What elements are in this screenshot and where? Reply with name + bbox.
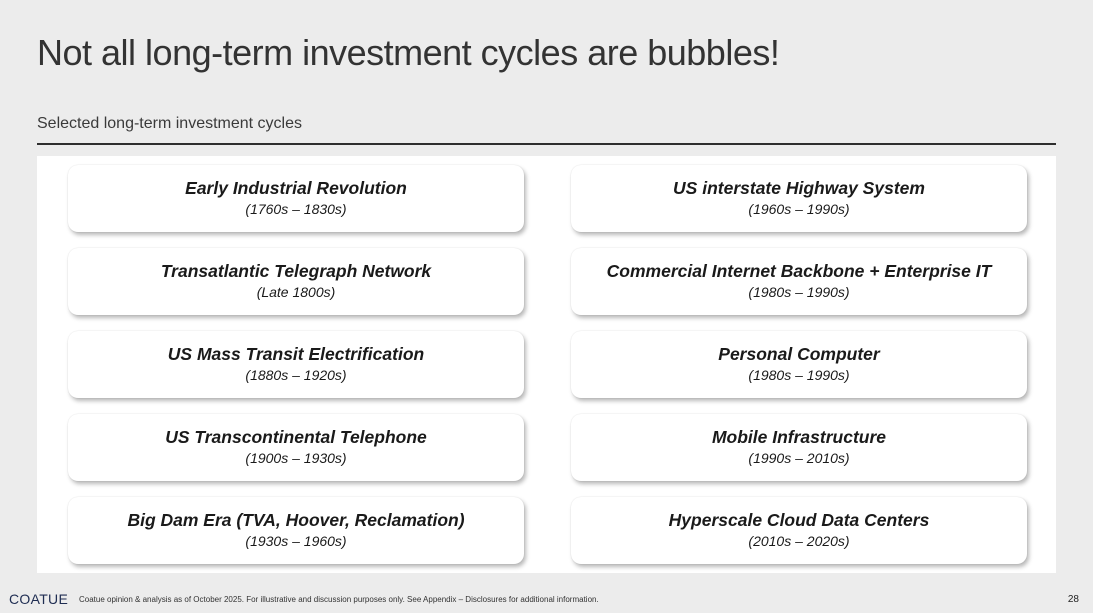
cycle-period: (1930s – 1960s) [245,533,347,549]
cycle-name: Transatlantic Telegraph Network [160,261,432,281]
cycle-period: (1990s – 2010s) [748,450,850,466]
cycle-name: Early Industrial Revolution [185,178,407,198]
cycle-name: Mobile Infrastructure [711,427,887,447]
cycle-card: US interstate Highway System (1960s – 19… [571,165,1027,232]
page-title: Not all long-term investment cycles are … [37,32,780,73]
disclaimer-note: Coatue opinion & analysis as of October … [79,595,599,604]
cycle-period: (Late 1800s) [256,284,336,300]
cycle-name: US Transcontinental Telephone [165,427,427,447]
cycle-name: Big Dam Era (TVA, Hoover, Reclamation) [127,510,465,530]
cycle-card: Big Dam Era (TVA, Hoover, Reclamation) (… [68,497,524,564]
page-number: 28 [1067,594,1079,605]
cycle-period: (2010s – 2020s) [748,533,850,549]
cycle-card: US Mass Transit Electrification (1880s –… [68,331,524,398]
cycle-card: Transatlantic Telegraph Network (Late 18… [68,248,524,315]
section-subtitle: Selected long-term investment cycles [37,115,302,132]
cycle-name: US interstate Highway System [673,178,925,198]
cycle-name: Hyperscale Cloud Data Centers [668,510,930,530]
cycles-panel: Early Industrial Revolution (1760s – 183… [37,156,1056,573]
cycle-card: Mobile Infrastructure (1990s – 2010s) [571,414,1027,481]
cycle-period: (1980s – 1990s) [748,284,850,300]
cycle-name: Personal Computer [718,344,880,364]
cycle-period: (1880s – 1920s) [245,367,347,383]
divider-line [37,143,1056,145]
cycle-card: Commercial Internet Backbone + Enterpris… [571,248,1027,315]
company-logo: COATUE [9,591,69,607]
cycle-card: Hyperscale Cloud Data Centers (2010s – 2… [571,497,1027,564]
cycle-period: (1900s – 1930s) [245,450,347,466]
cycle-card: Early Industrial Revolution (1760s – 183… [68,165,524,232]
cycle-card: Personal Computer (1980s – 1990s) [571,331,1027,398]
cycle-name: Commercial Internet Backbone + Enterpris… [606,261,992,281]
cycle-period: (1960s – 1990s) [748,201,850,217]
cycle-period: (1760s – 1830s) [245,201,347,217]
cycle-period: (1980s – 1990s) [748,367,850,383]
cycle-card: US Transcontinental Telephone (1900s – 1… [68,414,524,481]
cycle-name: US Mass Transit Electrification [167,344,425,364]
